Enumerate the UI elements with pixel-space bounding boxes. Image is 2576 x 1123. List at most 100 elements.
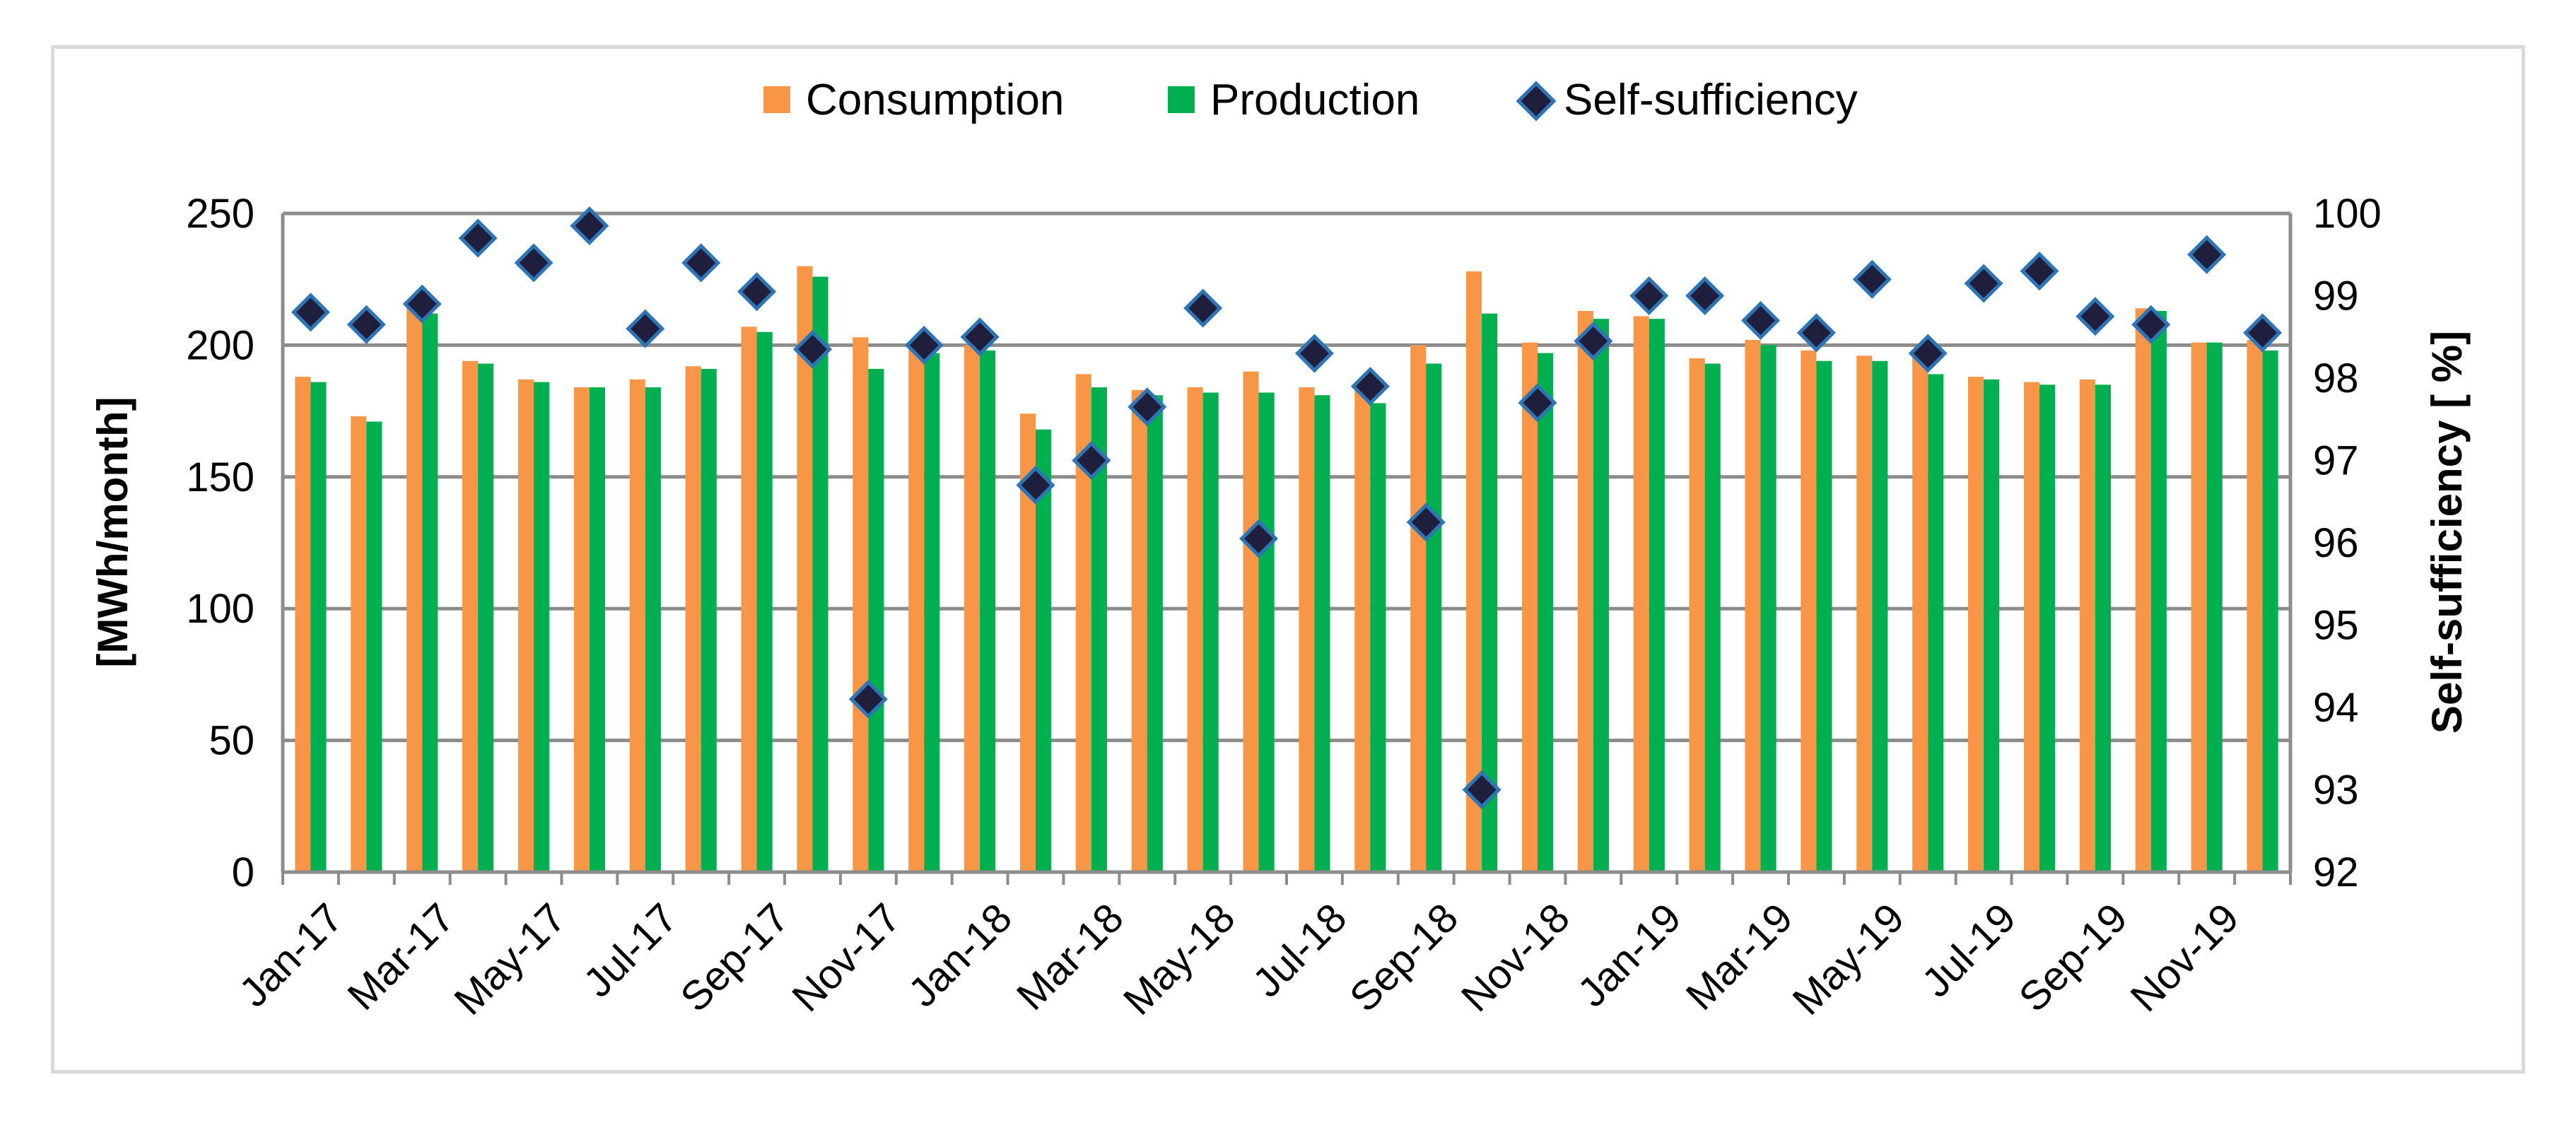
x-tick-label: Sep-19 [2010,895,2136,1021]
bar-production [1202,392,1219,872]
bar-production [478,363,494,872]
x-tick-label: Sep-18 [1341,895,1467,1021]
x-tick-label: May-19 [1784,895,1914,1024]
marker-self-sufficiency [1239,519,1279,558]
bar-production [756,331,773,872]
y2-tick-label: 99 [2313,274,2359,319]
x-tick-label: Mar-19 [1678,895,1802,1019]
bar-production [1928,374,1944,872]
marker-self-sufficiency [1128,387,1167,427]
bar-consumption [797,266,813,872]
bar-production [1314,395,1330,872]
x-tick-label: Jan-19 [1569,895,1690,1016]
bar-consumption [1243,371,1259,872]
y2-tick-label: 100 [2313,191,2382,237]
bar-production [1538,353,1554,873]
bar-consumption [351,416,367,872]
marker-self-sufficiency [1964,264,2003,303]
legend: Consumption Production Self-sufficiency [763,76,1858,124]
bar-production [1370,403,1386,872]
bar-consumption [1354,387,1371,872]
bar-production [1649,319,1665,872]
bar-consumption [1466,271,1482,872]
y2-tick-label: 94 [2313,685,2359,731]
marker-self-sufficiency [681,243,721,283]
bar-series [295,266,2278,873]
x-tick-label: Jan-18 [900,895,1021,1016]
bar-production [2206,342,2223,872]
bar-production [589,387,605,872]
marker-self-sufficiency [1741,300,1781,340]
bar-consumption [853,337,869,872]
bar-production [1872,360,1888,872]
bar-production [2095,384,2111,872]
y-tick-label: 100 [186,586,254,632]
marker-self-sufficiency [1462,770,1501,810]
marker-self-sufficiency [1796,313,1836,353]
bar-production [366,421,382,872]
bar-production [1704,363,1721,872]
marker-self-sufficiency [1294,334,1334,373]
marker-self-sufficiency [1685,276,1725,316]
legend-swatch-self-sufficiency [1516,81,1557,122]
bar-production [645,387,661,872]
legend-swatch-production [1168,86,1195,113]
bar-consumption [1299,387,1315,872]
bar-consumption [517,379,534,872]
bar-consumption [741,327,757,873]
bar-production [1091,387,1107,872]
bar-consumption [2023,382,2039,872]
marker-self-sufficiency [1016,465,1055,505]
legend-swatch-consumption [763,86,790,113]
bar-consumption [629,379,645,872]
bar-consumption [1410,345,1427,872]
y-axis-title: [MWh/month] [89,396,136,667]
bar-production [1258,392,1275,872]
bar-consumption [406,305,423,873]
bar-production [422,313,438,872]
bar-consumption [908,345,925,872]
marker-self-sufficiency [514,243,554,283]
y2-tick-label: 95 [2313,603,2359,649]
y2-tick-label: 97 [2313,438,2359,484]
marker-self-sufficiency [1406,502,1446,542]
bar-production [2039,384,2056,872]
legend-label-production: Production [1210,76,1419,124]
bar-consumption [1521,342,1538,872]
y-tick-label: 150 [186,454,254,500]
bar-consumption [1577,310,1593,872]
marker-self-sufficiency [626,309,665,348]
bar-production [2262,350,2278,873]
marker-self-sufficiency [2187,235,2227,274]
x-tick-label: May-17 [445,895,575,1024]
marker-self-sufficiency [848,679,888,719]
bar-consumption [2191,342,2207,872]
y2-tick-label: 92 [2313,849,2359,895]
marker-self-sufficiency [2020,252,2059,291]
bar-consumption [2135,308,2151,872]
marker-self-sufficiency [737,272,777,312]
bar-production [924,353,940,873]
marker-self-sufficiency [792,329,832,369]
axes [281,213,2293,885]
y-tick-labels: 0 50 100 150 200 250 [186,191,254,895]
marker-self-sufficiency [1518,383,1557,423]
x-tick-label: May-18 [1115,895,1244,1024]
marker-self-sufficiency [1908,334,1948,373]
x-tick-label: Sep-17 [672,895,797,1021]
bar-consumption [2079,379,2095,872]
marker-self-sufficiency [1072,440,1111,481]
y2-tick-label: 93 [2313,768,2359,813]
x-tick-label: Jan-17 [230,895,351,1016]
bar-production [1816,360,1832,872]
y-tick-label: 0 [232,849,254,895]
marker-self-sufficiency [291,293,330,332]
marker-self-sufficiency [1574,322,1613,361]
marker-self-sufficiency [570,206,609,246]
legend-label-self-sufficiency: Self-sufficiency [1564,76,1858,124]
marker-self-sufficiency [904,325,944,365]
marker-self-sufficiency [2131,305,2171,344]
x-tick-label: Nov-17 [783,895,909,1021]
marker-self-sufficiency [1350,367,1390,406]
